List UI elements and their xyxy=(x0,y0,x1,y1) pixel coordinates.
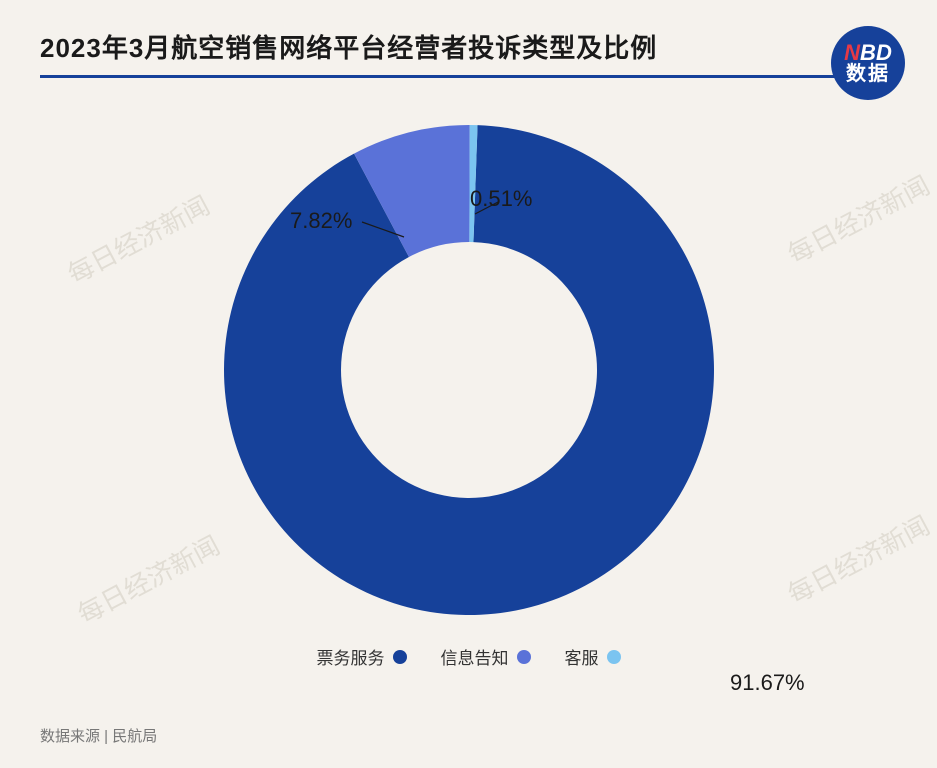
slice-label: 7.82% xyxy=(290,208,352,234)
logo-sub: 数据 xyxy=(846,64,890,85)
header: 2023年3月航空销售网络平台经营者投诉类型及比例 NBD 数据 xyxy=(0,0,937,90)
data-source: 数据来源 | 民航局 xyxy=(40,725,157,746)
donut-chart: 91.67%7.82%0.51% xyxy=(0,90,937,650)
logo-letters: NBD xyxy=(844,41,892,64)
chart-title: 2023年3月航空销售网络平台经营者投诉类型及比例 xyxy=(40,28,897,65)
donut-svg xyxy=(220,121,718,619)
slice-label: 0.51% xyxy=(470,186,532,212)
slice-label: 91.67% xyxy=(730,670,805,696)
legend-swatch xyxy=(607,650,621,664)
legend-swatch xyxy=(517,650,531,664)
title-underline xyxy=(40,75,897,78)
legend-swatch xyxy=(393,650,407,664)
brand-logo: NBD 数据 xyxy=(831,26,905,100)
